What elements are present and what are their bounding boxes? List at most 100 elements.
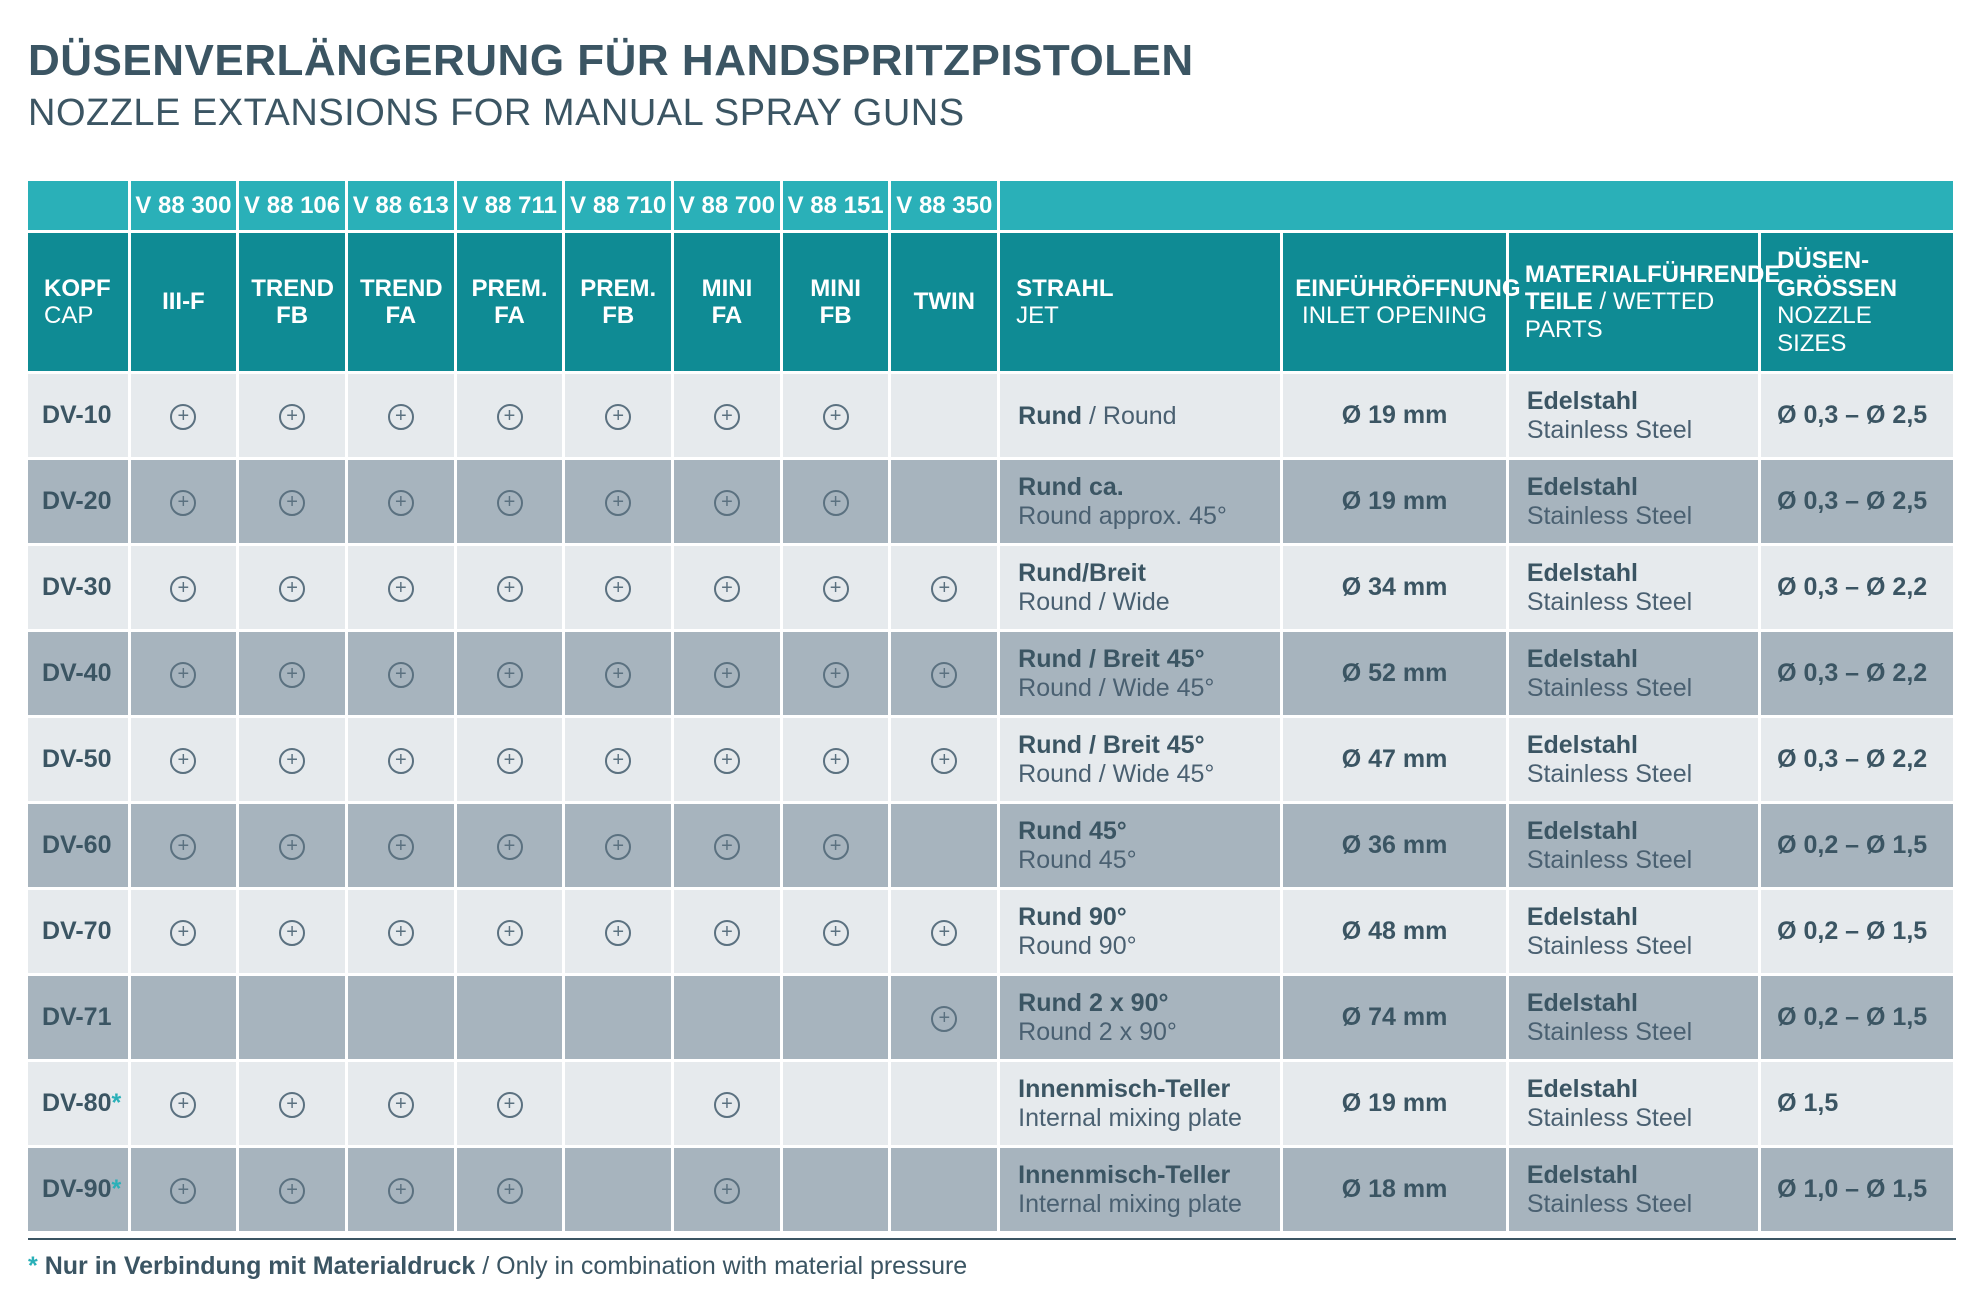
compat-cell [457, 804, 566, 890]
header-comp-de: TWIN [903, 288, 985, 316]
header-comp-en: FB [577, 302, 659, 330]
plus-icon [497, 748, 523, 774]
star-icon: * [111, 1175, 121, 1203]
material-en: Stainless Steel [1527, 760, 1758, 789]
compat-cell [239, 976, 348, 1062]
inlet-cell: Ø 34 mm [1283, 546, 1509, 632]
compat-cell [348, 1062, 457, 1148]
jet-de: Rund / Breit 45° [1018, 731, 1280, 760]
material-en: Stainless Steel [1527, 1018, 1758, 1047]
header-mat-de2: TEILE / WETTED PARTS [1525, 288, 1746, 343]
table-row: DV-60Rund 45°Round 45°Ø 36 mmEdelstahlSt… [28, 804, 1956, 890]
material-de: Edelstahl [1527, 387, 1758, 416]
material-de: Edelstahl [1527, 645, 1758, 674]
header-comp: MINI FB [783, 233, 892, 374]
compat-cell [891, 632, 1000, 718]
jet-cell: Innenmisch-TellerInternal mixing plate [1000, 1148, 1283, 1234]
compat-cell [348, 374, 457, 460]
compat-cell [783, 546, 892, 632]
inlet-cell: Ø 36 mm [1283, 804, 1509, 890]
header-jet-de: STRAHL [1016, 275, 1268, 303]
kopf-cell: DV-20 [28, 460, 131, 546]
compat-cell [348, 804, 457, 890]
jet-cell: Rund / Breit 45°Round / Wide 45° [1000, 718, 1283, 804]
plus-icon [823, 576, 849, 602]
header-kopf-de: KOPF [44, 275, 116, 303]
plus-icon [605, 834, 631, 860]
header-kopf-en: CAP [44, 302, 116, 330]
material-cell: EdelstahlStainless Steel [1509, 804, 1761, 890]
compat-cell [457, 1148, 566, 1234]
header-inlet-de: EINFÜHRÖFFNUNG [1295, 275, 1494, 303]
compat-cell [565, 460, 674, 546]
jet-cell: Rund 90°Round 90° [1000, 890, 1283, 976]
header-noz-de2: GRÖSSEN [1777, 275, 1941, 303]
compat-cell [565, 1148, 674, 1234]
material-cell: EdelstahlStainless Steel [1509, 546, 1761, 632]
header-comp-de: TREND [360, 275, 442, 303]
table-row: DV-30Rund/BreitRound / WideØ 34 mmEdelst… [28, 546, 1956, 632]
plus-icon [170, 748, 196, 774]
material-cell: EdelstahlStainless Steel [1509, 460, 1761, 546]
plus-icon [388, 1092, 414, 1118]
header-comp-de: PREM. [469, 275, 551, 303]
compat-cell [891, 1062, 1000, 1148]
compat-cell [131, 804, 240, 890]
nozzle-cell: Ø 0,3 – Ø 2,5 [1761, 374, 1956, 460]
header-comp-en: FB [795, 302, 877, 330]
table-row: DV-20Rund ca.Round approx. 45°Ø 19 mmEde… [28, 460, 1956, 546]
inlet-cell: Ø 48 mm [1283, 890, 1509, 976]
header-comp-de: MINI [795, 275, 877, 303]
plus-icon [170, 920, 196, 946]
material-de: Edelstahl [1527, 817, 1758, 846]
compat-cell [565, 546, 674, 632]
plus-icon [170, 576, 196, 602]
header-mat-de2-text: TEILE [1525, 288, 1593, 315]
header-kopf: KOPF CAP [28, 233, 131, 374]
jet-de: Rund 2 x 90° [1018, 989, 1280, 1018]
material-de: Edelstahl [1527, 473, 1758, 502]
plus-icon [931, 920, 957, 946]
material-de: Edelstahl [1527, 559, 1758, 588]
compat-cell [457, 460, 566, 546]
header-comp-de: III-F [143, 288, 225, 316]
compat-cell [457, 890, 566, 976]
code-cell: V 88 613 [348, 181, 457, 233]
footnote-sep: / [482, 1252, 496, 1280]
compat-cell [457, 374, 566, 460]
compat-cell [348, 718, 457, 804]
nozzle-cell: Ø 0,2 – Ø 1,5 [1761, 804, 1956, 890]
jet-de: Rund/Breit [1018, 559, 1280, 588]
footnote-star: * [28, 1252, 38, 1280]
plus-icon [823, 834, 849, 860]
header-comp-en: FB [251, 302, 333, 330]
jet-de: Rund 90° [1018, 903, 1280, 932]
header-noz-de: DÜSEN- [1777, 247, 1941, 275]
plus-icon [605, 662, 631, 688]
plus-icon [279, 920, 305, 946]
compat-cell [239, 890, 348, 976]
compat-cell [239, 460, 348, 546]
compat-cell [239, 546, 348, 632]
header-inlet: EINFÜHRÖFFNUNG INLET OPENING [1283, 233, 1509, 374]
jet-cell: Rund 45°Round 45° [1000, 804, 1283, 890]
plus-icon [279, 1178, 305, 1204]
compat-cell [565, 1062, 674, 1148]
material-cell: EdelstahlStainless Steel [1509, 890, 1761, 976]
plus-icon [170, 834, 196, 860]
nozzle-cell: Ø 1,0 – Ø 1,5 [1761, 1148, 1956, 1234]
plus-icon [823, 490, 849, 516]
plus-icon [714, 834, 740, 860]
compat-cell [565, 374, 674, 460]
compat-cell [674, 976, 783, 1062]
jet-cell: Rund ca.Round approx. 45° [1000, 460, 1283, 546]
kopf-cell: DV-10 [28, 374, 131, 460]
header-comp: TREND FB [239, 233, 348, 374]
compat-cell [131, 1062, 240, 1148]
compat-cell [783, 890, 892, 976]
plus-icon [823, 662, 849, 688]
inlet-cell: Ø 19 mm [1283, 374, 1509, 460]
compat-cell [783, 1062, 892, 1148]
compat-cell [131, 546, 240, 632]
compat-cell [457, 1062, 566, 1148]
